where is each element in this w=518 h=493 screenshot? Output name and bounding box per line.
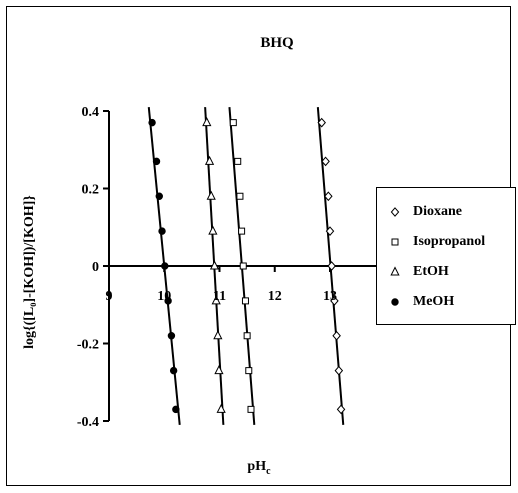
x-tick-label: 12 (268, 289, 282, 304)
data-point-dioxane (336, 404, 346, 415)
data-point-isopropanol (239, 262, 247, 270)
data-point-dioxane (334, 365, 344, 376)
legend: Dioxane Isopropanol EtOH MeOH (376, 187, 516, 325)
data-point-meoh (158, 227, 166, 235)
data-point-dioxane (325, 226, 335, 236)
legend-marker-icon (387, 204, 403, 220)
data-point-dioxane (317, 117, 326, 128)
data-point-etoh (216, 403, 226, 413)
data-point-meoh (148, 118, 156, 127)
data-point-isopropanol (229, 119, 237, 127)
data-point-isopropanol (236, 192, 244, 200)
x-tick-label: 9 (106, 289, 113, 304)
data-point-etoh (213, 330, 223, 340)
chart-canvas: BHQ 0.4 0.2 0 -0.2 -0.4 9 10 11 12 13 log{([L₀]-[… (22, 35, 377, 477)
legend-item-meoh: MeOH (387, 292, 454, 312)
y-tick-label: 0 (92, 260, 99, 275)
legend-label: MeOH (413, 294, 455, 309)
x-tick-label: 11 (213, 289, 226, 304)
legend-marker-icon (387, 234, 403, 250)
legend-item-dioxane: Dioxane (387, 202, 462, 222)
x-axis-label: pHc (247, 459, 271, 477)
legend-marker (391, 298, 399, 306)
legend-item-etoh: EtOH (387, 262, 449, 282)
data-point-etoh (214, 365, 224, 375)
y-tick-label: -0.4 (77, 415, 99, 430)
data-point-meoh (164, 297, 172, 305)
legend-item-isopropanol: Isopropanol (387, 232, 485, 252)
data-point-isopropanol (243, 332, 251, 340)
x-axis-label-subscript: c (266, 466, 271, 477)
data-point-etoh (206, 190, 216, 200)
legend-label: EtOH (413, 264, 449, 279)
data-point-meoh (172, 405, 180, 414)
tick-labels: 0.4 0.2 0 -0.2 -0.4 9 10 11 12 13 (77, 105, 337, 430)
legend-marker (390, 266, 400, 276)
data-point-isopropanol (234, 157, 242, 165)
data-point-etoh (208, 225, 218, 235)
legend-marker-icon (387, 294, 403, 310)
data-point-meoh (161, 262, 169, 270)
data-points (148, 117, 346, 415)
data-point-isopropanol (247, 405, 255, 413)
data-point-etoh (211, 295, 221, 305)
legend-marker (390, 207, 400, 217)
legend-label: Isopropanol (413, 234, 486, 249)
x-axis-label-main: pH (247, 459, 266, 474)
data-point-etoh (209, 260, 220, 270)
legend-marker (391, 238, 399, 246)
y-tick-label: -0.2 (77, 338, 99, 353)
data-point-isopropanol (238, 227, 246, 235)
data-point-dioxane (324, 191, 333, 202)
data-point-meoh (169, 366, 178, 375)
data-point-dioxane (330, 296, 339, 306)
x-tick-label: 13 (323, 289, 337, 304)
legend-label: Dioxane (413, 204, 462, 219)
data-point-dioxane (332, 330, 341, 341)
data-point-meoh (152, 157, 161, 166)
data-point-dioxane (321, 156, 330, 167)
y-tick-label: 0.2 (82, 183, 100, 198)
data-point-dioxane (327, 261, 336, 271)
data-point-etoh (204, 155, 215, 165)
y-tick-label: 0.4 (82, 105, 100, 120)
chart-frame: BHQ 0.4 0.2 0 -0.2 -0.4 9 10 11 12 13 log{([L₀]-[… (6, 6, 511, 486)
y-axis-label: log{([L₀]-[KOH])/[KOH]} (22, 195, 37, 349)
x-tick-label: 10 (157, 289, 171, 304)
data-point-etoh (202, 117, 212, 127)
data-point-meoh (167, 332, 176, 340)
data-point-isopropanol (241, 297, 249, 305)
data-point-meoh (155, 192, 163, 200)
chart-title: BHQ (260, 35, 294, 51)
data-point-isopropanol (245, 367, 253, 375)
legend-marker-icon (387, 264, 403, 280)
